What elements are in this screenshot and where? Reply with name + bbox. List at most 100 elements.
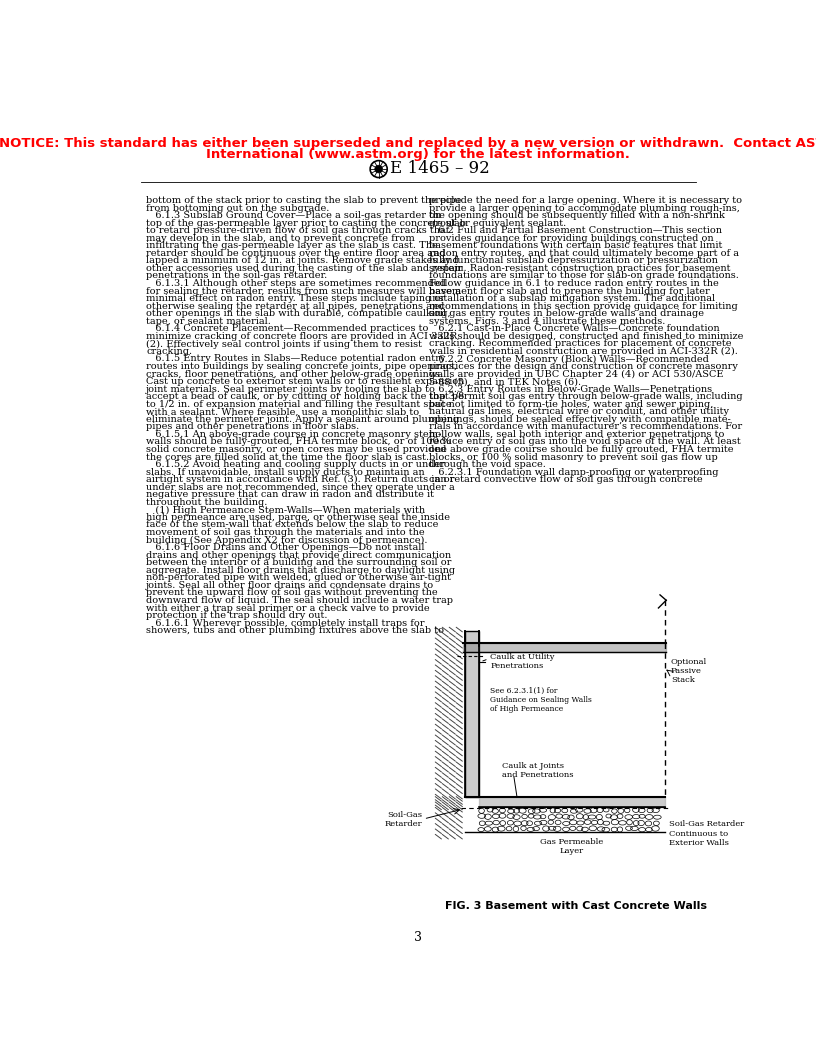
Text: from bottoming out on the subgrade.: from bottoming out on the subgrade. (146, 204, 330, 212)
Text: lapped a minimum of 12 in. at joints. Remove grade stakes and: lapped a minimum of 12 in. at joints. Re… (146, 257, 459, 265)
Text: basement floor slab and to prepare the building for later: basement floor slab and to prepare the b… (429, 286, 710, 296)
Text: minimize cracking of concrete floors are provided in ACI 332R: minimize cracking of concrete floors are… (146, 332, 458, 341)
Text: downward flow of liquid. The seal should include a water trap: downward flow of liquid. The seal should… (146, 596, 453, 605)
Text: solid concrete masonry, or open cores may be used provided: solid concrete masonry, or open cores ma… (146, 445, 446, 454)
Text: 6.1.6 Floor Drains and Other Openings—Do not install: 6.1.6 Floor Drains and Other Openings—Do… (146, 543, 424, 552)
Text: high permeance are used, parge, or otherwise seal the inside: high permeance are used, parge, or other… (146, 513, 450, 522)
Text: joint materials. Seal perimeter joints by tooling the slab to: joint materials. Seal perimeter joints b… (146, 384, 436, 394)
Text: bottom of the stack prior to casting the slab to prevent the pipe: bottom of the stack prior to casting the… (146, 196, 462, 205)
Text: provides guidance for providing buildings constructed on: provides guidance for providing building… (429, 233, 714, 243)
Text: See 6.2.3.1(1) for
Guidance on Sealing Walls
of High Permeance: See 6.2.3.1(1) for Guidance on Sealing W… (490, 686, 592, 713)
Bar (464, 631, 479, 796)
Text: reduce entry of soil gas into the void space of the wall. At least: reduce entry of soil gas into the void s… (429, 437, 741, 447)
Text: 5-88 (5), and in TEK Notes (6).: 5-88 (5), and in TEK Notes (6). (429, 377, 581, 386)
Text: installation of a subslab mitigation system. The additional: installation of a subslab mitigation sys… (429, 295, 715, 303)
Text: prevent the upward flow of soil gas without preventing the: prevent the upward flow of soil gas with… (146, 588, 438, 598)
Text: 6.2 Full and Partial Basement Construction—This section: 6.2 Full and Partial Basement Constructi… (429, 226, 722, 235)
Text: Caulk at Joints
and Penetrations: Caulk at Joints and Penetrations (502, 762, 574, 779)
Text: protection if the trap should dry out.: protection if the trap should dry out. (146, 611, 328, 620)
Text: for sealing the retarder, results from such measures will have a: for sealing the retarder, results from s… (146, 286, 461, 296)
Text: airtight system in accordance with Ref. (3). Return ducts in or: airtight system in accordance with Ref. … (146, 475, 455, 485)
Text: 6.2.3.1 Foundation wall damp-proofing or waterproofing: 6.2.3.1 Foundation wall damp-proofing or… (429, 468, 719, 476)
Text: retarder should be continuous over the entire floor area and: retarder should be continuous over the e… (146, 249, 446, 258)
Circle shape (375, 165, 383, 173)
Text: through the void space.: through the void space. (429, 460, 546, 469)
Text: other accessories used during the casting of the slab and repair: other accessories used during the castin… (146, 264, 463, 272)
Text: NOTICE: This standard has either been superseded and replaced by a new version o: NOTICE: This standard has either been su… (0, 136, 816, 150)
Text: Cast up concrete to exterior stem walls or to resilient expansion: Cast up concrete to exterior stem walls … (146, 377, 464, 386)
Text: accept a bead of caulk, or by cutting or holding back the top 3/8: accept a bead of caulk, or by cutting or… (146, 392, 464, 401)
Text: may develop in the slab, and to prevent concrete from: may develop in the slab, and to prevent … (146, 233, 415, 243)
Text: penetrations in the soil-gas retarder.: penetrations in the soil-gas retarder. (146, 271, 327, 281)
Text: walls in residential construction are provided in ACI-332R (2).: walls in residential construction are pr… (429, 347, 738, 356)
Text: cracking.: cracking. (146, 347, 193, 356)
Text: blocks, or 100 % solid masonry to prevent soil gas flow up: blocks, or 100 % solid masonry to preven… (429, 453, 718, 461)
Text: Caulk at Utility
Penetrations: Caulk at Utility Penetrations (490, 653, 555, 670)
Text: International (www.astm.org) for the latest information.: International (www.astm.org) for the lat… (206, 148, 630, 162)
Text: under slabs are not recommended, since they operate under a: under slabs are not recommended, since t… (146, 483, 455, 492)
Text: 6.1.5.2 Avoid heating and cooling supply ducts in or under: 6.1.5.2 Avoid heating and cooling supply… (146, 460, 446, 469)
Text: natural gas lines, electrical wire or conduit, and other utility: natural gas lines, electrical wire or co… (429, 408, 729, 416)
Text: pipes and other penetrations in floor slabs.: pipes and other penetrations in floor sl… (146, 422, 359, 432)
Text: 6.2.3 Entry Routes in Below-Grade Walls—Penetrations: 6.2.3 Entry Routes in Below-Grade Walls—… (429, 384, 712, 394)
Text: radon entry routes, and that could ultimately become part of a: radon entry routes, and that could ultim… (429, 249, 739, 258)
Text: infiltrating the gas-permeable layer as the slab is cast. The: infiltrating the gas-permeable layer as … (146, 241, 438, 250)
Text: walls should be fully-grouted, FHA termite block, or of 100 %: walls should be fully-grouted, FHA termi… (146, 437, 451, 447)
Text: 6.1.5.1 An above-grade course in concrete masonry stem-: 6.1.5.1 An above-grade course in concret… (146, 430, 441, 439)
Text: walls should be designed, constructed and finished to minimize: walls should be designed, constructed an… (429, 332, 743, 341)
Text: openings, should be sealed effectively with compatible mate-: openings, should be sealed effectively w… (429, 415, 731, 423)
Text: 6.1.3.1 Although other steps are sometimes recommended: 6.1.3.1 Although other steps are sometim… (146, 279, 446, 288)
Text: grout or equivalent sealant.: grout or equivalent sealant. (429, 219, 566, 228)
Text: throughout the building.: throughout the building. (146, 497, 268, 507)
Text: Soil-Gas
Retarder: Soil-Gas Retarder (384, 811, 422, 829)
Text: walls are provided in UBC Chapter 24 (4) or ACI 530/ASCE: walls are provided in UBC Chapter 24 (4)… (429, 370, 724, 379)
Text: slabs. If unavoidable, install supply ducts to maintain an: slabs. If unavoidable, install supply du… (146, 468, 425, 476)
Text: FIG. 3 Basement with Cast Concrete Walls: FIG. 3 Basement with Cast Concrete Walls (446, 901, 707, 910)
Text: routes into buildings by sealing concrete joints, pipe openings,: routes into buildings by sealing concret… (146, 362, 457, 371)
Text: preclude the need for a large opening. Where it is necessary to: preclude the need for a large opening. W… (429, 196, 742, 205)
Text: provide a larger opening to accommodate plumbing rough-ins,: provide a larger opening to accommodate … (429, 204, 740, 212)
Text: negative pressure that can draw in radon and distribute it: negative pressure that can draw in radon… (146, 490, 434, 499)
Text: the opening should be subsequently filled with a non-shrink: the opening should be subsequently fille… (429, 211, 725, 220)
Text: movement of soil gas through the materials and into the: movement of soil gas through the materia… (146, 528, 425, 538)
Text: 6.1.5 Entry Routes in Slabs—Reduce potential radon entry: 6.1.5 Entry Routes in Slabs—Reduce poten… (146, 355, 446, 363)
Text: with either a trap seal primer or a check valve to provide: with either a trap seal primer or a chec… (146, 604, 430, 612)
Text: with a sealant. Where feasible, use a monolithic slab to: with a sealant. Where feasible, use a mo… (146, 408, 419, 416)
Text: cracks, floor penetrations, and other below-grade openings.: cracks, floor penetrations, and other be… (146, 370, 443, 379)
Text: (1) High Permeance Stem-Walls—When materials with: (1) High Permeance Stem-Walls—When mater… (146, 506, 425, 514)
Text: fully functional subslab depressurization or pressurization: fully functional subslab depressurizatio… (429, 257, 718, 265)
Text: joints. Seal all other floor drains and condensate drains to: joints. Seal all other floor drains and … (146, 581, 434, 590)
Text: practices for the design and construction of concrete masonry: practices for the design and constructio… (429, 362, 738, 371)
Text: Follow guidance in 6.1 to reduce radon entry routes in the: Follow guidance in 6.1 to reduce radon e… (429, 279, 719, 288)
Text: other openings in the slab with durable, compatible caulking,: other openings in the slab with durable,… (146, 309, 450, 318)
Text: between the interior of a building and the surrounding soil or: between the interior of a building and t… (146, 559, 451, 567)
Text: basement foundations with certain basic features that limit: basement foundations with certain basic … (429, 241, 722, 250)
Text: recommendations in this section provide guidance for limiting: recommendations in this section provide … (429, 302, 738, 310)
Text: can retard convective flow of soil gas through concrete: can retard convective flow of soil gas t… (429, 475, 703, 485)
Text: rials in accordance with manufacturer’s recommendations. For: rials in accordance with manufacturer’s … (429, 422, 743, 432)
Text: system. Radon-resistant construction practices for basement: system. Radon-resistant construction pra… (429, 264, 730, 272)
Text: minimal effect on radon entry. These steps include taping or: minimal effect on radon entry. These ste… (146, 295, 446, 303)
Text: non-perforated pipe with welded, glued or otherwise air-tight: non-perforated pipe with welded, glued o… (146, 573, 451, 582)
Text: cracking. Recommended practices for placement of concrete: cracking. Recommended practices for plac… (429, 339, 732, 348)
Text: one above grade course should be fully grouted, FHA termite: one above grade course should be fully g… (429, 445, 734, 454)
Text: otherwise sealing the retarder at all pipes, penetrations and: otherwise sealing the retarder at all pi… (146, 302, 445, 310)
Text: (2). Effectively seal control joints if using them to resist: (2). Effectively seal control joints if … (146, 339, 422, 348)
Text: to retard pressure-driven flow of soil gas through cracks that: to retard pressure-driven flow of soil g… (146, 226, 450, 235)
Text: Gas Permeable
Layer: Gas Permeable Layer (540, 838, 603, 855)
Text: aggregate. Install floor drains that discharge to daylight using: aggregate. Install floor drains that dis… (146, 566, 455, 574)
Text: drains and other openings that provide direct communication: drains and other openings that provide d… (146, 550, 451, 560)
Text: that permit soil gas entry through below-grade walls, including: that permit soil gas entry through below… (429, 392, 743, 401)
Text: Optional
Passive
Stack: Optional Passive Stack (671, 658, 707, 684)
Text: 3: 3 (415, 930, 422, 944)
Text: Soil-Gas Retarder
Continuous to
Exterior Walls: Soil-Gas Retarder Continuous to Exterior… (669, 821, 744, 847)
Text: 6.1.6.1 Wherever possible, completely install traps for: 6.1.6.1 Wherever possible, completely in… (146, 619, 424, 627)
Text: 6.2.2 Concrete Masonry (Block) Walls—Recommended: 6.2.2 Concrete Masonry (Block) Walls—Rec… (429, 355, 709, 363)
Text: 6.2.1 Cast-in-Place Concrete Walls—Concrete foundation: 6.2.1 Cast-in-Place Concrete Walls—Concr… (429, 324, 720, 334)
Text: the cores are filled solid at the time the floor slab is cast.: the cores are filled solid at the time t… (146, 453, 429, 461)
Text: soil gas entry routes in below-grade walls and drainage: soil gas entry routes in below-grade wal… (429, 309, 704, 318)
Text: building (See Appendix X2 for discussion of permeance).: building (See Appendix X2 for discussion… (146, 535, 428, 545)
Text: showers, tubs and other plumbing fixtures above the slab to: showers, tubs and other plumbing fixture… (146, 626, 444, 635)
Text: face of the stem-wall that extends below the slab to reduce: face of the stem-wall that extends below… (146, 521, 438, 529)
Text: 6.1.3 Subslab Ground Cover—Place a soil-gas retarder on: 6.1.3 Subslab Ground Cover—Place a soil-… (146, 211, 441, 220)
